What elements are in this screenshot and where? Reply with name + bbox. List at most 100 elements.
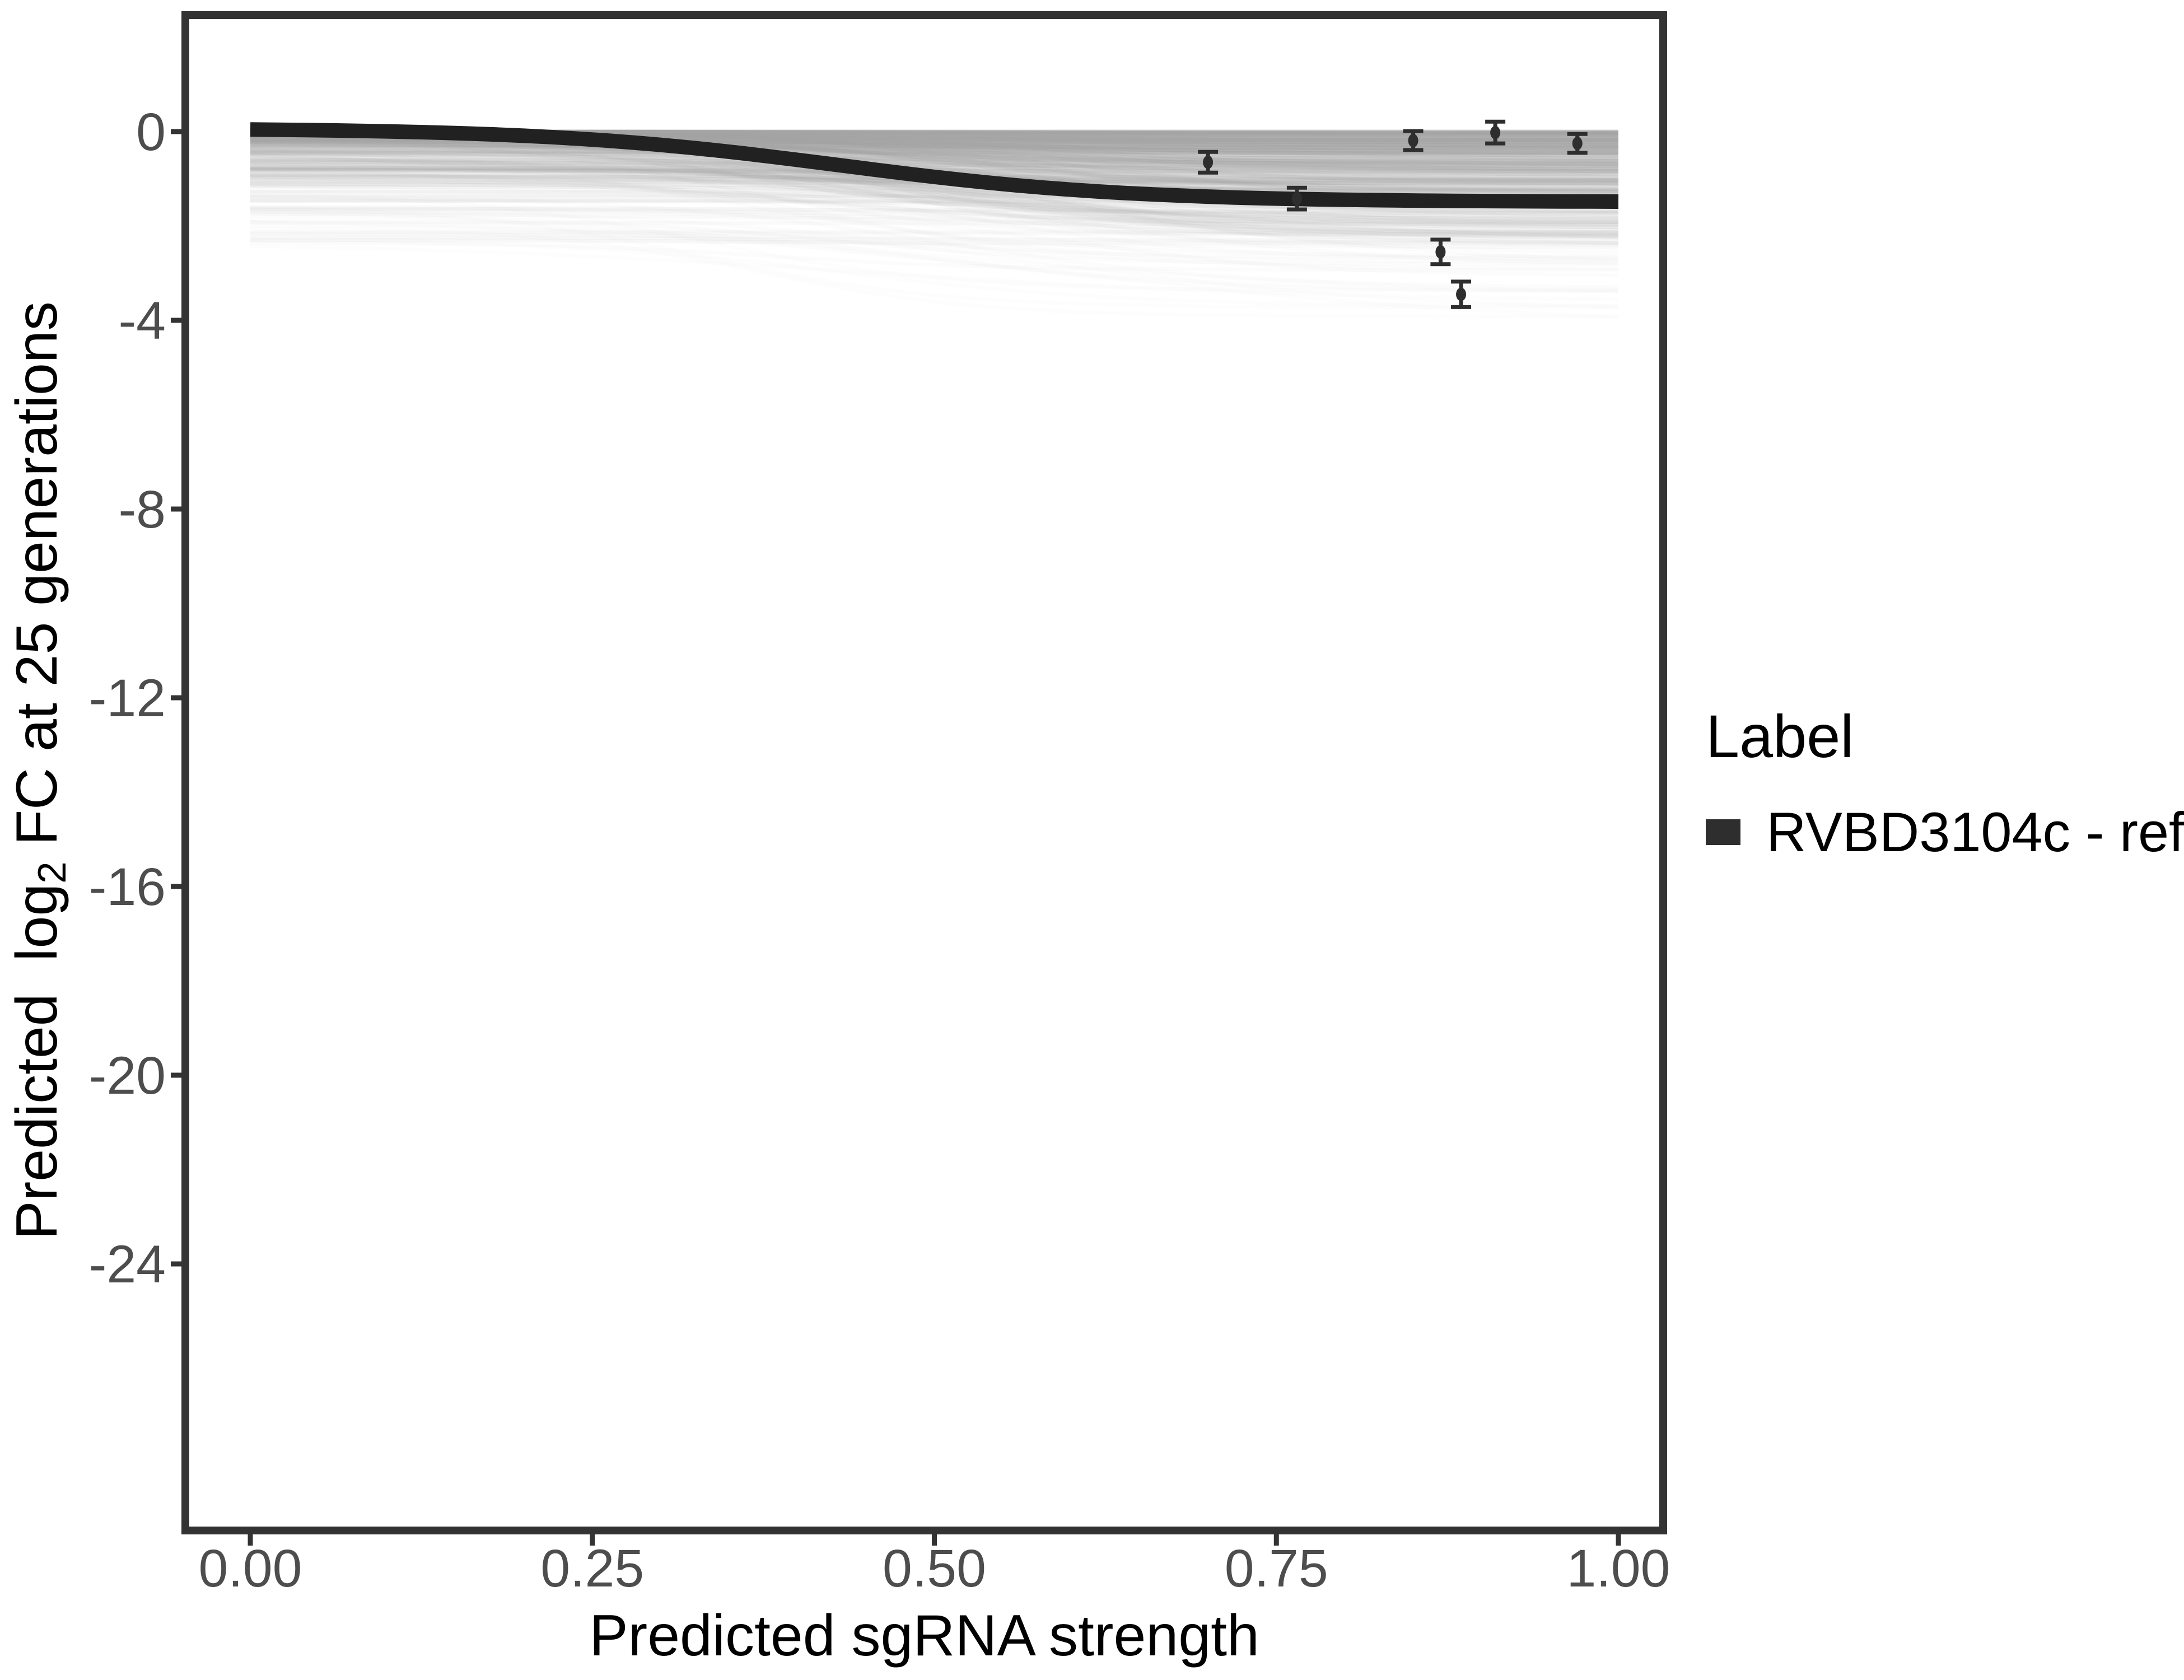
ensemble-curve	[250, 141, 1619, 171]
ensemble-curve	[250, 143, 1618, 156]
ensemble-curve	[250, 136, 1618, 239]
data-point	[1203, 155, 1214, 169]
ensemble-curve	[250, 139, 1619, 225]
ensemble-curve	[250, 182, 1618, 237]
ensemble-curve	[250, 172, 1619, 222]
ensemble-curve	[250, 144, 1618, 153]
ensemble-curve	[250, 158, 1619, 182]
ensemble-curve	[250, 208, 1619, 234]
ensemble-curve	[250, 220, 1618, 226]
y-axis-title-post: FC at 25 generations	[4, 301, 69, 862]
data-point	[1490, 125, 1501, 139]
ensemble-curve	[250, 136, 1619, 173]
ensemble-curve	[250, 148, 1618, 155]
ensemble-curve	[250, 167, 1619, 230]
ensemble-curve	[250, 132, 1619, 218]
ensemble-curve	[250, 133, 1619, 229]
ensemble-curve	[250, 236, 1618, 242]
legend: Label RVBD3104c - ref	[1706, 701, 2184, 864]
ensemble-curve	[250, 146, 1619, 224]
ensemble-curve	[250, 165, 1618, 170]
ensemble-curve	[250, 133, 1619, 178]
y-tick-label: -24	[89, 1235, 166, 1294]
x-tick-label: 0.50	[883, 1539, 986, 1598]
ensemble-curve	[250, 138, 1619, 169]
ensemble-curve	[250, 161, 1618, 167]
ensemble-curve	[250, 145, 1619, 150]
ensemble-curve	[250, 153, 1619, 176]
ensemble-curve	[250, 150, 1618, 162]
ensemble-curve	[250, 211, 1618, 224]
ensemble-curve	[250, 141, 1619, 249]
ensemble-curve	[250, 171, 1618, 194]
x-tick-label: 0.25	[540, 1539, 644, 1598]
ensemble-curve	[250, 142, 1619, 246]
ensemble-curve	[250, 189, 1619, 248]
ensemble-curve	[250, 190, 1619, 234]
y-axis-title-subscript: 2	[29, 861, 74, 884]
ensemble-curve	[250, 165, 1619, 226]
ensemble-curve	[250, 151, 1619, 170]
ensemble-curve	[250, 237, 1618, 245]
panel-border	[181, 11, 1667, 1534]
ensemble-curve	[250, 152, 1619, 245]
y-tick-label: -12	[89, 669, 166, 728]
ensemble-curve	[250, 150, 1619, 156]
ensemble-curve	[250, 160, 1619, 230]
reference-curve-line	[250, 122, 1619, 209]
ensemble-curve	[250, 137, 1619, 242]
ensemble-curve	[250, 144, 1619, 185]
ensemble-curve	[250, 141, 1619, 239]
data-point	[1291, 192, 1302, 206]
y-tick-label: -20	[89, 1046, 166, 1105]
ensemble-curve	[250, 162, 1619, 232]
ensemble-curve	[250, 148, 1618, 160]
ensemble-curve	[250, 153, 1619, 220]
x-tick-label: 0.00	[199, 1539, 302, 1598]
ensemble-curve	[250, 140, 1618, 151]
ensemble-curve	[250, 185, 1618, 193]
ensemble-curve	[250, 133, 1619, 192]
ensemble-curve	[250, 161, 1619, 221]
data-point	[1456, 287, 1467, 301]
ensemble-curve	[250, 206, 1618, 220]
ensemble-curve	[250, 151, 1618, 176]
y-axis-title: Predicted log2 FC at 25 generations	[0, 13, 74, 1528]
ensemble-curve	[250, 162, 1618, 168]
ensemble-curve	[250, 158, 1619, 191]
y-tick-label: -4	[119, 291, 166, 351]
ensemble-curve	[250, 138, 1619, 166]
data-point	[1435, 245, 1446, 259]
y-tick-label: 0	[136, 102, 166, 162]
ensemble-curve	[250, 139, 1619, 151]
ensemble-curve	[250, 158, 1618, 165]
ensemble-curve	[250, 237, 1619, 250]
ensemble-curve	[250, 140, 1618, 165]
ensemble-curve	[250, 143, 1618, 149]
y-tick-label: -16	[89, 857, 166, 917]
ensemble-curve	[250, 137, 1619, 176]
ensemble-curve	[250, 175, 1619, 226]
legend-line-swatch	[1706, 819, 1740, 845]
ensemble-curve	[250, 153, 1618, 163]
y-axis-title-pre: Predicted log	[4, 883, 69, 1240]
x-tick-label: 0.75	[1225, 1539, 1328, 1598]
x-tick-label: 1.00	[1567, 1539, 1670, 1598]
ensemble-curve	[250, 153, 1619, 239]
ensemble-curve	[250, 136, 1619, 214]
ensemble-curve	[250, 160, 1619, 170]
y-tick-label: -8	[119, 480, 166, 539]
ensemble-curve	[250, 139, 1619, 147]
ensemble-curve	[250, 232, 1619, 245]
ensemble-curve	[250, 139, 1619, 165]
ensemble-curve	[250, 151, 1618, 171]
ensemble-curve	[250, 137, 1618, 237]
ensemble-curve	[250, 147, 1619, 230]
ensemble-curve	[250, 141, 1619, 194]
ensemble-curve	[250, 174, 1618, 225]
legend-item-label: RVBD3104c - ref	[1766, 801, 2184, 863]
ensemble-curve	[250, 207, 1618, 213]
ensemble-curve	[250, 141, 1619, 234]
